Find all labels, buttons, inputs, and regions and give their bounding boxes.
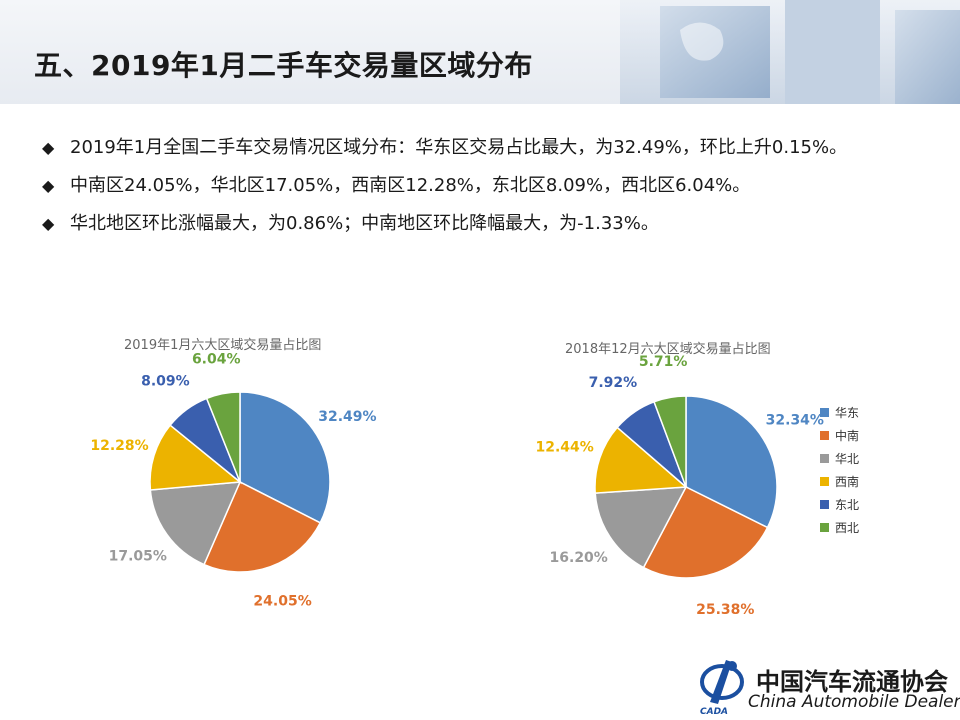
bullet-item: ◆ 2019年1月全国二手车交易情况区域分布：华东区交易占比最大，为32.49%…: [42, 132, 922, 164]
page-title: 五、2019年1月二手车交易量区域分布: [34, 49, 533, 82]
bullet-item: ◆ 华北地区环比涨幅最大，为0.86%；中南地区环比降幅最大，为-1.33%。: [42, 208, 922, 240]
legend-entry: 西北: [835, 521, 859, 535]
chart-title-dec-2018: 2018年12月六大区域交易量占比图: [565, 342, 771, 357]
cada-logo: CADA 中国汽车流通协会 China Automobile Dealers: [696, 652, 960, 716]
pie-data-label: 12.44%: [535, 439, 593, 455]
pie-slice-东北: [169, 397, 242, 485]
pie-data-label: 7.92%: [589, 375, 638, 391]
logo-name-en: China Automobile Dealers: [748, 692, 960, 712]
diamond-bullet-icon: ◆: [42, 214, 55, 233]
pie-data-label: 32.49%: [318, 409, 376, 425]
pie-data-label: 6.04%: [192, 351, 241, 367]
legend-swatch: [820, 431, 829, 440]
legend-swatch: [820, 477, 829, 486]
pie-data-label: 8.09%: [141, 373, 190, 389]
pie-slice-西南: [594, 426, 688, 494]
pie-data-label: 12.28%: [90, 438, 148, 454]
legend-entry: 华北: [835, 452, 859, 466]
header-decoration: [620, 0, 960, 104]
cada-mark-text: CADA: [700, 707, 728, 716]
bullet-text: 中南区24.05%，华北区17.05%，西南区12.28%，东北区8.09%，西…: [70, 175, 751, 196]
pie-slice-华东: [685, 395, 778, 529]
bullet-text: 华北地区环比涨幅最大，为0.86%；中南地区环比降幅最大，为-1.33%。: [70, 213, 659, 234]
pie-slice-华东: [239, 391, 331, 524]
diamond-bullet-icon: ◆: [42, 176, 55, 195]
bullet-item: ◆ 中南区24.05%，华北区17.05%，西南区12.28%，东北区8.09%…: [42, 170, 922, 202]
legend-entry: 西南: [835, 474, 859, 489]
pie-data-label: 16.20%: [550, 550, 608, 566]
pie-slice-中南: [203, 480, 322, 573]
legend-swatch: [820, 454, 829, 463]
pie-slice-华北: [594, 486, 688, 569]
pie-data-label: 32.34%: [766, 413, 824, 429]
legend-entry: 中南: [835, 428, 859, 443]
legend-swatch: [820, 408, 829, 417]
bullet-list: ◆ 2019年1月全国二手车交易情况区域分布：华东区交易占比最大，为32.49%…: [42, 132, 922, 246]
pie-data-label: 24.05%: [253, 594, 311, 610]
legend-swatch: [820, 523, 829, 532]
chart-title-jan-2019: 2019年1月六大区域交易量占比图: [124, 338, 322, 353]
pie-slice-西北: [653, 395, 687, 488]
pie-slice-华北: [149, 481, 242, 566]
pie-slice-西南: [149, 424, 242, 491]
pie-slice-中南: [642, 486, 769, 579]
diamond-bullet-icon: ◆: [42, 138, 55, 157]
pie-slice-西北: [205, 391, 241, 483]
pie-slice-东北: [616, 400, 687, 488]
pie-data-label: 17.05%: [109, 549, 167, 565]
header-band: 五、2019年1月二手车交易量区域分布: [0, 0, 960, 104]
pie-data-label: 25.38%: [696, 602, 754, 618]
legend-entry: 华东: [835, 406, 859, 420]
logo-name-cn: 中国汽车流通协会: [756, 668, 948, 696]
legend-swatch: [820, 500, 829, 509]
legend-entry: 东北: [835, 498, 859, 512]
cada-emblem-icon: CADA: [700, 660, 744, 716]
bullet-text: 2019年1月全国二手车交易情况区域分布：华东区交易占比最大，为32.49%，环…: [70, 137, 848, 158]
